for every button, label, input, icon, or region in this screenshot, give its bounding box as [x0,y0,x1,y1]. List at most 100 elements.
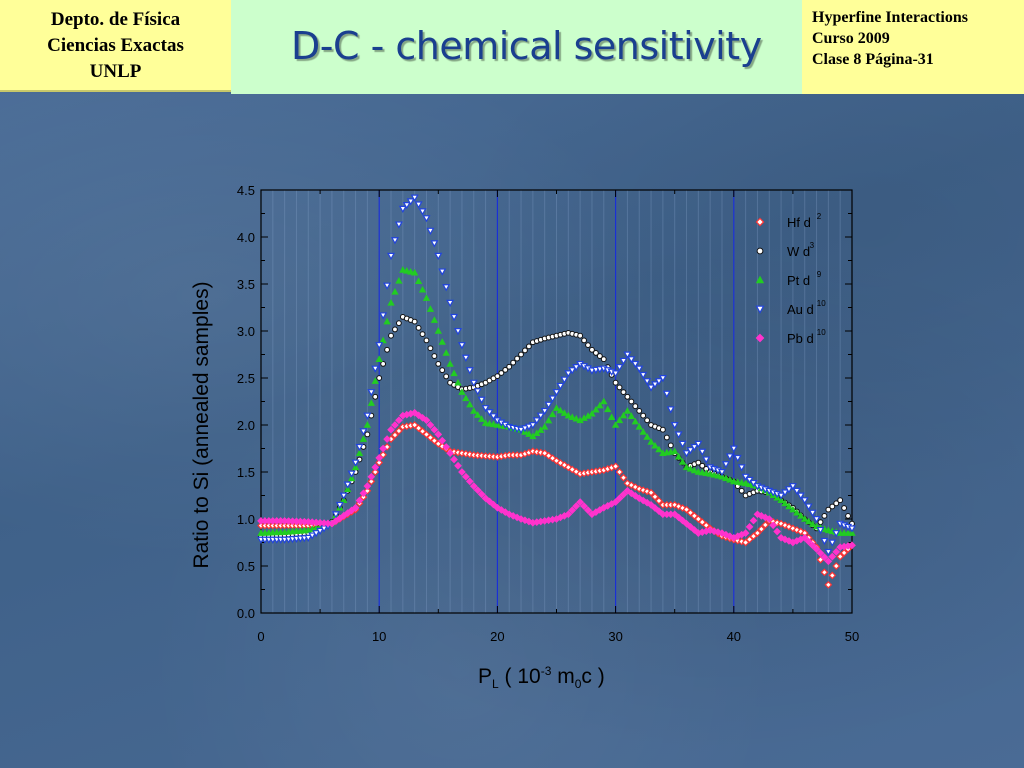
data-point [804,537,813,546]
legend-superscript: 9 [817,270,822,279]
data-point [438,436,447,445]
data-point [380,361,387,367]
data-point [359,435,368,442]
data-point [695,459,702,466]
data-point [694,515,703,523]
data-point [520,425,529,433]
data-point [371,463,380,472]
legend-label: Pb d [787,331,814,346]
data-point [769,521,778,530]
data-point [446,449,454,458]
data-point [804,517,813,525]
data-point [650,381,660,389]
course-line: Hyperfine Interactions [812,9,968,26]
data-point [418,427,427,436]
data-point [477,415,486,422]
data-point [524,423,533,431]
data-point [694,468,703,475]
data-point [461,354,470,362]
data-point [489,420,498,428]
data-point [418,208,427,216]
data-point [655,445,663,453]
data-point [427,345,434,352]
data-point [422,416,431,425]
data-point [379,336,387,344]
data-point [631,360,640,369]
data-point [643,433,651,440]
data-point [473,388,482,396]
data-point [627,356,636,364]
data-point [828,571,837,580]
data-point [585,342,591,349]
data-point [635,423,643,430]
data-point [581,337,587,344]
data-point [718,472,726,480]
data-point [639,428,647,435]
legend-label: Hf d [787,215,811,230]
data-point [304,534,313,543]
x-tick-label: 10 [372,629,386,644]
data-point [438,268,447,276]
data-point [753,529,762,537]
data-point [690,526,699,534]
data-point [793,508,801,516]
data-point [466,400,474,408]
data-point [383,317,391,325]
data-point [518,351,524,358]
data-point [414,201,423,209]
data-point [671,447,679,455]
data-point [620,389,627,396]
data-point [824,548,833,557]
data-point [371,468,380,476]
data-point [473,486,482,495]
data-point [655,496,663,505]
data-point [726,476,734,483]
data-point [651,504,659,512]
data-point [572,502,581,511]
data-point [422,294,431,301]
data-point [572,414,580,422]
data-point [371,365,380,373]
data-point [388,332,394,339]
course-box: Hyperfine Interactions Curso 2009 Clase … [802,0,1024,94]
data-point [403,267,411,274]
data-point [623,407,632,414]
data-point [371,377,379,384]
data-point [773,527,781,536]
data-point [544,416,553,424]
data-point [414,277,423,284]
data-point [845,512,851,519]
data-point [510,359,517,366]
data-point [453,328,463,336]
data-point [658,375,667,383]
data-point [458,468,466,476]
data-point [619,490,628,499]
data-point [580,502,588,511]
data-point [808,520,817,527]
data-point [351,459,360,467]
data-point [824,580,833,589]
data-point [442,443,451,451]
data-point [717,469,726,477]
data-point [465,367,474,375]
data-point [525,430,533,437]
data-point [395,277,403,284]
course-line: Clase 8 Página-31 [812,51,934,68]
data-point [797,512,805,519]
data-point [840,548,848,557]
data-point [316,527,325,535]
x-tick-label: 30 [608,629,622,644]
data-point [398,205,407,214]
data-point [820,537,829,546]
legend-superscript: 10 [817,328,826,337]
y-axis-title: Ratio to Si (annealed samples) [190,281,213,569]
data-point [821,512,828,519]
data-point [745,535,754,544]
data-point [426,305,435,312]
data-point [600,397,608,405]
data-point [733,454,742,463]
data-point [465,477,474,486]
data-point [375,355,383,363]
data-point [698,448,707,456]
data-point [469,379,478,387]
